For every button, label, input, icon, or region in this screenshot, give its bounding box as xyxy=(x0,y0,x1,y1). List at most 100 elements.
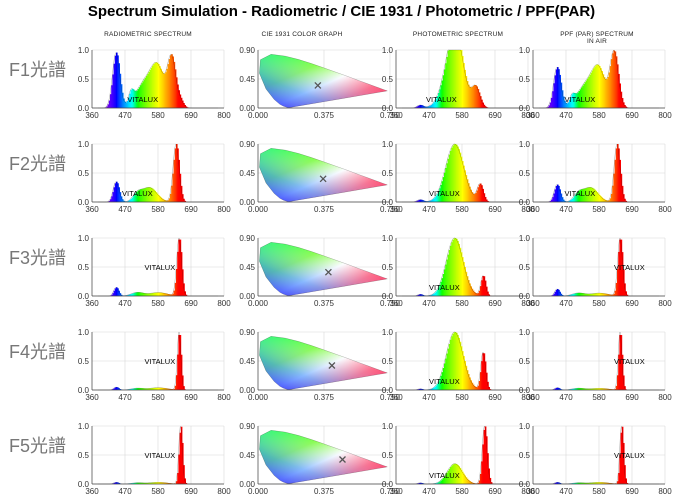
spectrum-bar xyxy=(477,385,480,390)
spectrum-bar xyxy=(155,482,158,484)
y-tick-label: 0.0 xyxy=(78,292,90,301)
spectrum-bar xyxy=(434,197,436,202)
spectrum-bar xyxy=(585,188,588,202)
spectrum-bar xyxy=(142,188,144,202)
spectrum-bar xyxy=(429,105,432,108)
spectrum-bar xyxy=(478,480,481,484)
spectrum-bar xyxy=(477,88,480,108)
spectral-locus xyxy=(259,430,389,484)
spectrum-bar xyxy=(445,474,447,484)
spectrum-bar xyxy=(451,336,453,390)
spectrum-bar xyxy=(129,294,131,296)
spectrum-bar xyxy=(439,481,441,484)
spectrum-bar xyxy=(143,293,146,296)
spectrum-bar xyxy=(167,294,170,296)
spectrum-bar xyxy=(454,50,457,108)
y-tick-label: 1.0 xyxy=(78,422,90,431)
spectrum-bar xyxy=(458,50,460,108)
spectrum-bar xyxy=(179,432,182,484)
spectrum-bar xyxy=(434,292,436,296)
spectrum-bar xyxy=(143,79,146,108)
spectrum-bar xyxy=(182,100,184,108)
x-tick-label: 0.750 xyxy=(380,299,401,308)
spectrum-bar xyxy=(450,339,452,390)
x-tick-label: 470 xyxy=(559,393,573,402)
spectrum-bar xyxy=(171,54,173,108)
spectrum-bar xyxy=(116,287,118,296)
spectrum-bar xyxy=(579,189,582,202)
spectrum-bar xyxy=(432,388,434,390)
spectrum-bar xyxy=(162,387,165,390)
spectrum-bar xyxy=(166,482,168,484)
spectrum-bar xyxy=(464,361,466,390)
vitalux-label: VITALUX xyxy=(565,189,596,198)
spectrum-bar xyxy=(581,388,583,390)
spectrum-bar xyxy=(179,94,182,108)
cie-point xyxy=(339,456,346,463)
spectrum-bar xyxy=(430,294,433,296)
spectrum-bar xyxy=(440,480,442,484)
spectrum-bar xyxy=(597,388,600,390)
spectrum-bar xyxy=(475,193,477,202)
spectrum-bar xyxy=(158,194,160,202)
spectrum-bar xyxy=(596,293,599,296)
spectrum-bar xyxy=(116,482,118,484)
spectrum-bar xyxy=(126,100,129,108)
spectrum-bar xyxy=(490,482,493,484)
spectrum-bar xyxy=(593,482,595,484)
spectrum-bar xyxy=(570,96,572,108)
spectrum-bar xyxy=(614,159,617,202)
x-tick-label: 580 xyxy=(455,111,469,120)
spectrum-bar xyxy=(625,106,627,108)
spectrum-bar xyxy=(561,197,564,202)
spectrum-bar xyxy=(446,56,448,108)
x-tick-label: 0.375 xyxy=(314,299,335,308)
x-tick-label: 360 xyxy=(389,111,403,120)
spectrum-bar xyxy=(606,482,608,484)
spectrum-bar xyxy=(161,71,164,108)
spectrum-bar xyxy=(457,334,459,390)
spectrum-bar xyxy=(578,91,581,108)
spectrum-bar xyxy=(600,68,602,108)
spectrum-bar xyxy=(167,388,170,390)
spectrum-bar xyxy=(554,189,557,202)
spectrum-bar xyxy=(570,389,572,390)
vitalux-label: VITALUX xyxy=(145,263,176,272)
x-tick-label: 690 xyxy=(184,205,198,214)
y-tick-label: 0.5 xyxy=(78,357,90,366)
spectrum-bar xyxy=(432,199,434,202)
spectrum-bar xyxy=(576,293,578,296)
spectrum-bar xyxy=(603,482,606,484)
spectrum-bar xyxy=(590,187,593,202)
spectrum-bar xyxy=(606,293,608,296)
spectrum-bar xyxy=(487,200,489,202)
spectrum-bar xyxy=(596,192,599,202)
spectrum-bar xyxy=(608,294,611,296)
spectrum-bar xyxy=(156,292,159,296)
spectrum-bar xyxy=(551,199,553,202)
spectrum-bar xyxy=(113,482,116,484)
spectrum-bar xyxy=(466,370,469,390)
spectrum-bar xyxy=(435,195,438,202)
x-tick-label: 360 xyxy=(526,111,540,120)
spectrum-bar xyxy=(612,294,614,296)
spectrum-bar xyxy=(577,482,579,484)
spectrum-bar xyxy=(560,193,563,202)
x-tick-label: 800 xyxy=(658,111,672,120)
y-tick-label: 0.5 xyxy=(519,263,531,272)
spectrum-bar xyxy=(482,444,484,484)
spectrum-bar xyxy=(577,292,579,296)
spectrum-bar xyxy=(456,464,458,484)
x-tick-label: 360 xyxy=(526,205,540,214)
spectrum-bar xyxy=(549,102,552,108)
cie-point xyxy=(314,81,322,89)
spectrum-bar xyxy=(178,90,180,108)
spectrum-bar xyxy=(594,189,596,202)
vitalux-label: VITALUX xyxy=(614,451,645,460)
spectrum-bar xyxy=(146,482,148,484)
spectrum-bar xyxy=(565,102,567,108)
spectrum-bar xyxy=(184,105,186,108)
spectrum-bar xyxy=(482,276,484,296)
